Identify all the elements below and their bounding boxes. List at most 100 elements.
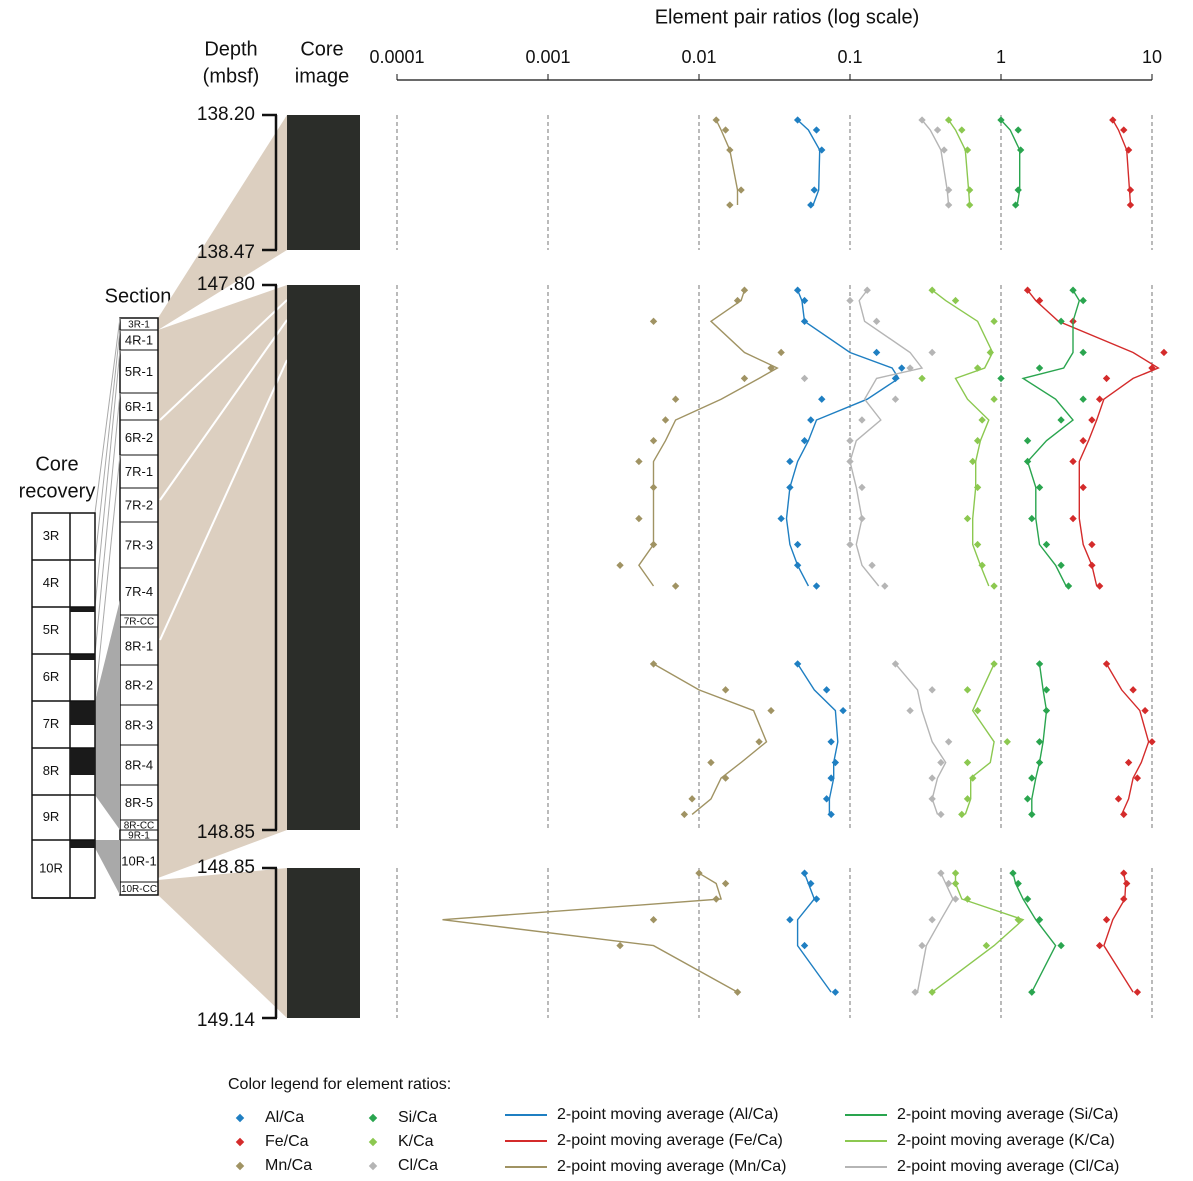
data-point [807,416,814,423]
depth-tick-label: 147.80 [197,274,255,295]
moving-average-line [787,290,899,814]
data-point [873,349,880,356]
data-point [1088,541,1095,548]
legend-label: 2-point moving average (Si/Ca) [897,1106,1118,1123]
legend-marker [369,1114,377,1122]
recovered-interval [70,701,95,725]
recovered-interval [70,840,95,848]
legend-marker [236,1162,244,1170]
section-name: 4R-1 [125,332,153,347]
section-name: 8R-5 [125,795,153,810]
depth-tick-label: 138.47 [197,242,255,263]
data-point [1057,562,1064,569]
data-point [839,707,846,714]
data-point [952,895,959,902]
data-point [1141,707,1148,714]
core-image [287,115,360,250]
data-point [811,186,818,193]
data-point [650,660,657,667]
data-point [1148,738,1155,745]
core-name: 10R [39,860,63,875]
recovered-interval [70,748,95,775]
x-tick-label: 0.1 [837,47,862,67]
data-point [1024,437,1031,444]
data-point [858,484,865,491]
data-point [827,811,834,818]
data-point [945,880,952,887]
data-point [978,416,985,423]
data-point [990,318,997,325]
data-point [786,916,793,923]
core-name: 7R [43,716,60,731]
data-point [918,942,925,949]
section-name: 8R-2 [125,677,153,692]
data-point [722,686,729,693]
data-point [990,396,997,403]
section-link [158,285,287,878]
data-point [777,349,784,356]
moving-average-line [1023,290,1079,814]
moving-average-line [949,120,970,205]
data-point [1115,795,1122,802]
data-point [906,707,913,714]
data-point [958,126,965,133]
data-point [1036,364,1043,371]
core-name: 8R [43,763,60,778]
data-point [952,880,959,887]
data-point [928,795,935,802]
section-name: 9R-1 [128,831,150,842]
section-link [158,868,287,1018]
data-point [801,375,808,382]
data-point [616,942,623,949]
legend-label: Fe/Ca [265,1133,309,1150]
data-point [635,515,642,522]
data-point [881,582,888,589]
data-point [983,942,990,949]
legend-label: 2-point moving average (Cl/Ca) [897,1158,1119,1175]
section-name: 7R-CC [124,617,155,628]
core-image [287,285,360,830]
data-point [846,297,853,304]
section-name: 8R-3 [125,717,153,732]
data-point [672,396,679,403]
data-point [1127,186,1134,193]
figure: Element pair ratios (log scale)0.00010.0… [0,0,1193,1181]
data-point [650,318,657,325]
depth-tick-label: 149.14 [197,1010,256,1031]
legend-label: 2-point moving average (Mn/Ca) [557,1158,786,1175]
core-recovery-label: recovery [19,480,96,502]
data-point [990,660,997,667]
data-point [1036,297,1043,304]
data-point [937,811,944,818]
data-point [1065,582,1072,589]
depth-tick-label: 148.85 [197,857,255,878]
data-point [794,562,801,569]
chart-title: Element pair ratios (log scale) [655,6,920,28]
data-point [1069,287,1076,294]
recovery-link [95,600,120,830]
data-point [1009,869,1016,876]
data-point [713,895,720,902]
data-point [966,186,973,193]
data-point [928,774,935,781]
data-point [964,686,971,693]
data-point [997,375,1004,382]
legend-marker [236,1114,244,1122]
data-point [722,880,729,887]
data-point [616,562,623,569]
data-point [662,416,669,423]
data-point [801,869,808,876]
data-point [1004,738,1011,745]
data-point [1120,895,1127,902]
x-tick-label: 0.01 [681,47,716,67]
data-point [1125,759,1132,766]
data-point [1079,396,1086,403]
section-name: 7R-2 [125,497,153,512]
data-point [1129,686,1136,693]
data-point [858,416,865,423]
data-point [858,515,865,522]
data-point [1120,126,1127,133]
legend-label: Al/Ca [265,1109,304,1126]
data-point [688,795,695,802]
data-point [892,396,899,403]
